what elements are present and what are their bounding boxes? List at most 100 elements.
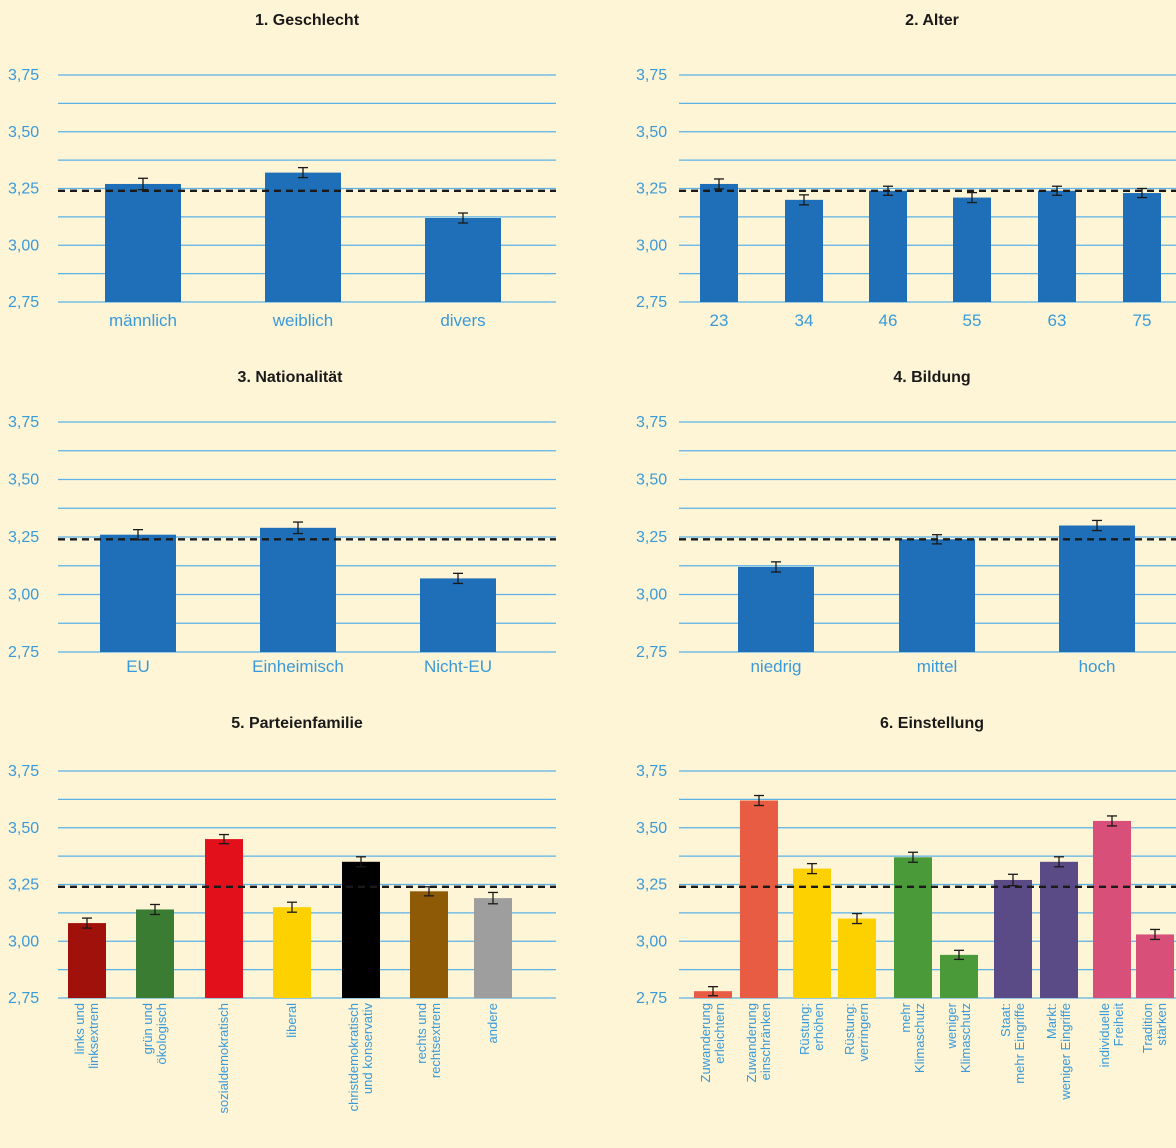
x-tick-label: Zuwanderungeinschränken <box>744 1003 773 1083</box>
error-bar <box>138 177 148 191</box>
error-bar <box>293 521 303 535</box>
error-bar <box>82 917 92 929</box>
x-tick-label: Rüstung:verringern <box>842 1003 871 1062</box>
x-tick-label: Markt:weniger Eingriffe <box>1044 1003 1073 1101</box>
error-bar <box>799 194 809 206</box>
bar <box>1040 861 1078 998</box>
bar <box>738 566 814 652</box>
y-tick-label: 2,75 <box>8 644 39 661</box>
bar <box>1136 934 1174 998</box>
y-tick-label: 2,75 <box>8 294 39 311</box>
x-tick-label: divers <box>440 311 485 330</box>
chart-title: 1. Geschlecht <box>255 12 360 29</box>
bar <box>1038 190 1076 302</box>
chart-panel-5: 5. Parteienfamilie 3,75 3,50 3,25 3,00 2,75 li… <box>8 715 556 1114</box>
chart-title: 4. Bildung <box>893 369 970 386</box>
error-bar <box>1150 928 1160 941</box>
bar <box>273 907 311 998</box>
y-tick-label: 3,00 <box>636 237 667 254</box>
error-bar <box>298 166 308 179</box>
x-tick-label: 23 <box>710 311 729 330</box>
bar <box>953 197 991 302</box>
y-tick-label: 3,75 <box>8 763 39 780</box>
error-bar <box>453 572 463 585</box>
error-bar <box>883 185 893 196</box>
x-tick-label: mittel <box>917 657 958 676</box>
bar <box>474 898 512 998</box>
bar <box>1059 525 1135 652</box>
y-tick-label: 3,25 <box>8 181 39 198</box>
y-tick-label: 3,75 <box>636 67 667 84</box>
error-bar <box>714 178 724 190</box>
bar <box>425 218 501 302</box>
bar <box>136 909 174 998</box>
error-bar <box>356 856 366 868</box>
chart-panel-1: 1. Geschlecht 3,75 3,50 3,25 3,00 2,75 männlic… <box>8 12 556 330</box>
chart-panel-2: 2. Alter 3,75 3,50 3,25 3,00 2,75 23 34 46 55 63 75 <box>636 12 1176 330</box>
error-bar <box>219 833 229 845</box>
error-bar <box>852 912 862 925</box>
error-bar <box>1008 873 1018 887</box>
y-tick-label: 3,50 <box>636 820 667 837</box>
bar <box>100 534 176 652</box>
y-tick-label: 2,75 <box>636 644 667 661</box>
y-tick-label: 2,75 <box>636 990 667 1007</box>
chart-title: 2. Alter <box>905 12 959 29</box>
error-bar <box>150 903 160 916</box>
error-bar <box>754 794 764 807</box>
bar <box>994 879 1032 998</box>
bar <box>838 918 876 998</box>
chart-title: 3. Nationalität <box>238 369 344 386</box>
x-tick-label: 55 <box>963 311 982 330</box>
y-tick-label: 3,00 <box>636 933 667 950</box>
bar <box>68 923 106 998</box>
bar <box>342 861 380 998</box>
bar <box>265 172 341 302</box>
y-tick-label: 3,25 <box>8 529 39 546</box>
x-tick-label: männlich <box>109 311 177 330</box>
bar <box>260 527 336 652</box>
y-tick-label: 3,50 <box>636 124 667 141</box>
bar <box>1123 193 1161 302</box>
error-bar <box>424 886 434 897</box>
x-tick-label: sozialdemokratisch <box>216 1003 231 1114</box>
y-tick-label: 3,00 <box>8 933 39 950</box>
x-tick-label: 75 <box>1133 311 1152 330</box>
chart-panel-4: 4. Bildung 3,75 3,50 3,25 3,00 2,75 niedrig mit… <box>636 369 1176 676</box>
bar <box>940 954 978 998</box>
bar <box>793 868 831 998</box>
y-tick-label: 3,50 <box>636 472 667 489</box>
bar <box>899 539 975 652</box>
y-tick-label: 3,75 <box>636 763 667 780</box>
bar <box>700 183 738 302</box>
y-tick-label: 3,00 <box>8 237 39 254</box>
y-tick-label: 3,75 <box>636 414 667 431</box>
error-bar <box>708 986 718 997</box>
x-tick-label: niedrig <box>750 657 801 676</box>
bar <box>205 839 243 998</box>
x-tick-label: liberal <box>284 1003 299 1038</box>
y-tick-label: 3,50 <box>8 472 39 489</box>
chart-panel-6: 6. Einstellung 3,75 3,50 3,25 3,00 2,75 Zuwand… <box>636 715 1176 1101</box>
error-bar <box>771 561 781 573</box>
error-bar <box>807 862 817 875</box>
error-bar <box>954 949 964 961</box>
bar <box>785 199 823 302</box>
bar <box>1093 820 1131 998</box>
chart-title: 6. Einstellung <box>880 715 984 732</box>
bar <box>869 190 907 302</box>
y-tick-label: 3,00 <box>8 587 39 604</box>
x-tick-label: hoch <box>1079 657 1116 676</box>
y-tick-label: 3,25 <box>636 877 667 894</box>
y-tick-label: 3,25 <box>636 529 667 546</box>
y-tick-label: 2,75 <box>636 294 667 311</box>
error-bar <box>1137 187 1147 199</box>
x-tick-label: mehrKlimaschutz <box>898 1002 927 1073</box>
x-tick-label: Einheimisch <box>252 657 344 676</box>
y-tick-label: 3,00 <box>636 587 667 604</box>
error-bar <box>1054 856 1064 868</box>
y-tick-label: 3,75 <box>8 67 39 84</box>
bar <box>894 857 932 998</box>
x-tick-label: wenigerKlimaschutz <box>944 1002 973 1073</box>
